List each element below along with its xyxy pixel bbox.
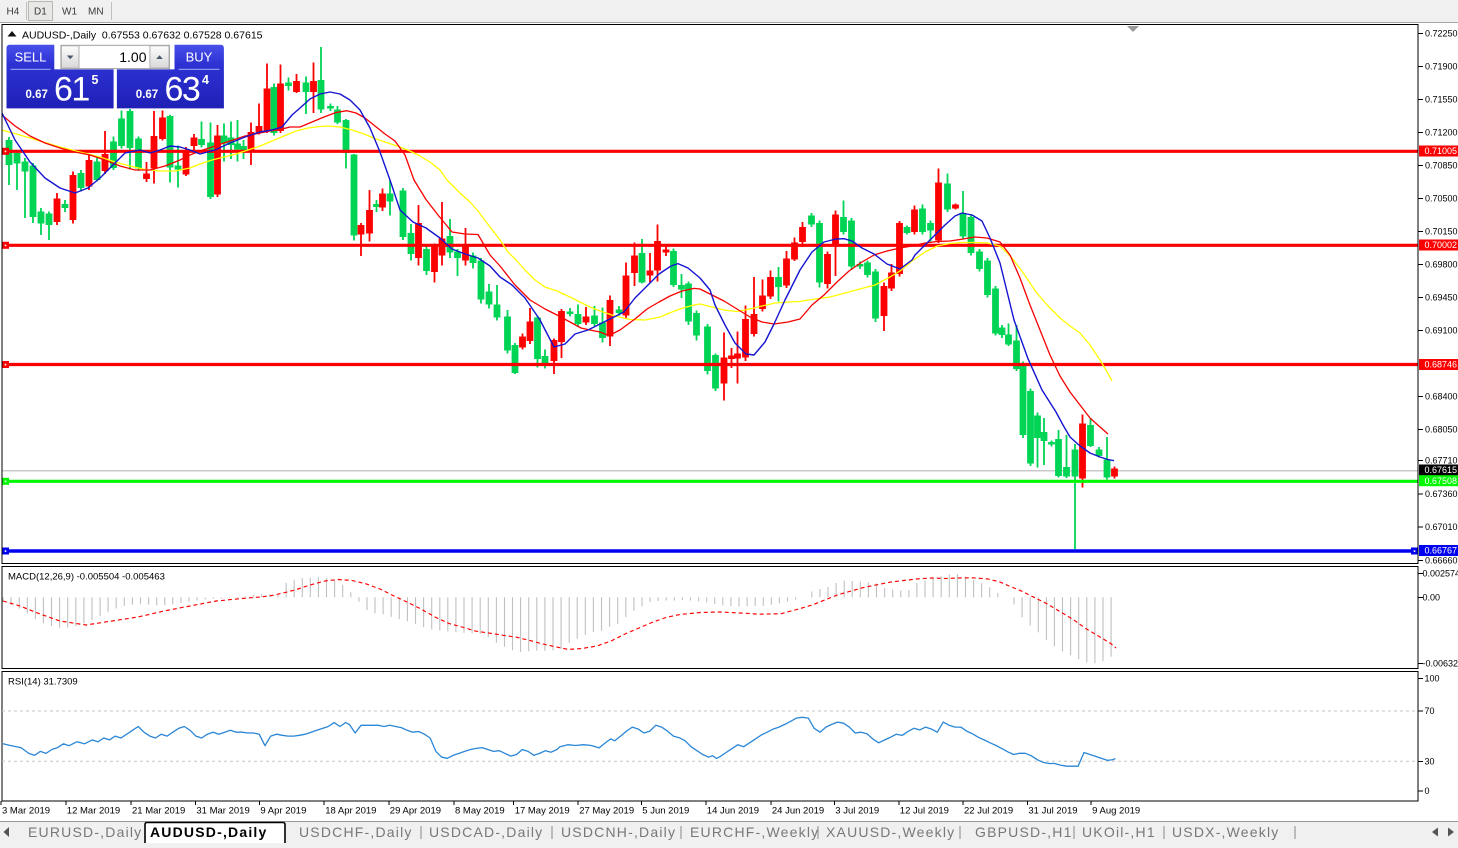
svg-text:61: 61	[54, 71, 89, 109]
svg-text:21 Mar 2019: 21 Mar 2019	[132, 806, 185, 817]
svg-text:12 Jul 2019: 12 Jul 2019	[900, 806, 949, 817]
svg-text:0.67360: 0.67360	[1425, 489, 1458, 499]
svg-text:5 Jun 2019: 5 Jun 2019	[642, 806, 689, 817]
svg-text:0.69800: 0.69800	[1425, 260, 1458, 270]
svg-text:31 Mar 2019: 31 Mar 2019	[196, 806, 249, 817]
svg-text:0.68746: 0.68746	[1425, 360, 1458, 370]
svg-text:0.67010: 0.67010	[1425, 522, 1458, 532]
svg-text:0: 0	[1425, 786, 1430, 796]
svg-text:0.71200: 0.71200	[1425, 128, 1458, 138]
svg-text:0.70500: 0.70500	[1425, 194, 1458, 204]
svg-text:63: 63	[165, 71, 200, 109]
svg-text:XAUUSD-,Weekly: XAUUSD-,Weekly	[826, 824, 955, 840]
svg-text:AUDUSD-,Daily: AUDUSD-,Daily	[150, 824, 268, 840]
svg-text:22 Jul 2019: 22 Jul 2019	[964, 806, 1013, 817]
svg-text:4: 4	[202, 73, 209, 87]
svg-text:0.70850: 0.70850	[1425, 161, 1458, 171]
svg-text:MN: MN	[88, 7, 104, 18]
svg-text:USDX-,Weekly: USDX-,Weekly	[1172, 824, 1280, 840]
svg-text:BUY: BUY	[186, 50, 213, 65]
svg-text:UKOil-,H1: UKOil-,H1	[1082, 824, 1156, 840]
svg-text:5: 5	[92, 73, 99, 87]
svg-text:0.68050: 0.68050	[1425, 425, 1458, 435]
svg-text:D1: D1	[34, 7, 47, 18]
svg-text:MACD(12,26,9) -0.005504 -0.005: MACD(12,26,9) -0.005504 -0.005463	[8, 572, 165, 583]
svg-text:3 Mar 2019: 3 Mar 2019	[2, 806, 50, 817]
svg-text:SELL: SELL	[15, 50, 47, 65]
svg-text:H4: H4	[7, 7, 20, 18]
svg-text:0.002574: 0.002574	[1423, 569, 1458, 579]
svg-text:0.67508: 0.67508	[1425, 476, 1458, 486]
svg-text:31 Jul 2019: 31 Jul 2019	[1028, 806, 1077, 817]
svg-text:0.68400: 0.68400	[1425, 392, 1458, 402]
svg-text:70: 70	[1425, 706, 1435, 716]
svg-text:0.67710: 0.67710	[1425, 456, 1458, 466]
svg-text:USDCNH-,Daily: USDCNH-,Daily	[561, 824, 676, 840]
svg-text:100: 100	[1425, 674, 1440, 684]
svg-text:24 Jun 2019: 24 Jun 2019	[772, 806, 824, 817]
svg-text:GBPUSD-,H1: GBPUSD-,H1	[975, 824, 1073, 840]
svg-text:30: 30	[1425, 757, 1435, 767]
svg-text:EURCHF-,Weekly: EURCHF-,Weekly	[690, 824, 819, 840]
svg-text:0.00: 0.00	[1423, 593, 1441, 603]
svg-text:W1: W1	[62, 7, 77, 18]
svg-text:3 Jul 2019: 3 Jul 2019	[835, 806, 879, 817]
svg-text:0.70150: 0.70150	[1425, 227, 1458, 237]
svg-text:14 Jun 2019: 14 Jun 2019	[707, 806, 759, 817]
svg-text:0.69450: 0.69450	[1425, 293, 1458, 303]
svg-text:0.67615: 0.67615	[1425, 465, 1458, 475]
svg-text:17 May 2019: 17 May 2019	[515, 806, 570, 817]
svg-text:0.67: 0.67	[26, 89, 48, 101]
svg-text:0.66660: 0.66660	[1425, 556, 1458, 566]
svg-text:0.69100: 0.69100	[1425, 326, 1458, 336]
svg-text:-0.00632: -0.00632	[1423, 659, 1458, 669]
svg-text:8 May 2019: 8 May 2019	[455, 806, 505, 817]
svg-text:RSI(14) 31.7309: RSI(14) 31.7309	[8, 677, 78, 688]
svg-text:0.71900: 0.71900	[1425, 62, 1458, 72]
svg-text:0.70002: 0.70002	[1425, 240, 1458, 250]
svg-text:18 Apr 2019: 18 Apr 2019	[325, 806, 376, 817]
svg-text:0.71005: 0.71005	[1425, 146, 1458, 156]
svg-text:27 May 2019: 27 May 2019	[579, 806, 634, 817]
svg-text:USDCAD-,Daily: USDCAD-,Daily	[429, 824, 543, 840]
svg-text:9 Aug 2019: 9 Aug 2019	[1092, 806, 1140, 817]
svg-text:1.00: 1.00	[119, 49, 146, 65]
svg-text:9 Apr 2019: 9 Apr 2019	[260, 806, 306, 817]
svg-text:0.72250: 0.72250	[1425, 29, 1458, 39]
svg-text:EURUSD-,Daily: EURUSD-,Daily	[28, 824, 142, 840]
svg-text:12 Mar 2019: 12 Mar 2019	[67, 806, 120, 817]
svg-text:0.67: 0.67	[136, 89, 158, 101]
svg-text:0.71550: 0.71550	[1425, 95, 1458, 105]
svg-text:AUDUSD-,Daily 0.67553 0.67632: AUDUSD-,Daily 0.67553 0.67632 0.67528 0.…	[22, 30, 263, 42]
svg-text:USDCHF-,Daily: USDCHF-,Daily	[299, 824, 413, 840]
svg-text:29 Apr 2019: 29 Apr 2019	[390, 806, 441, 817]
svg-text:0.66767: 0.66767	[1425, 546, 1458, 556]
